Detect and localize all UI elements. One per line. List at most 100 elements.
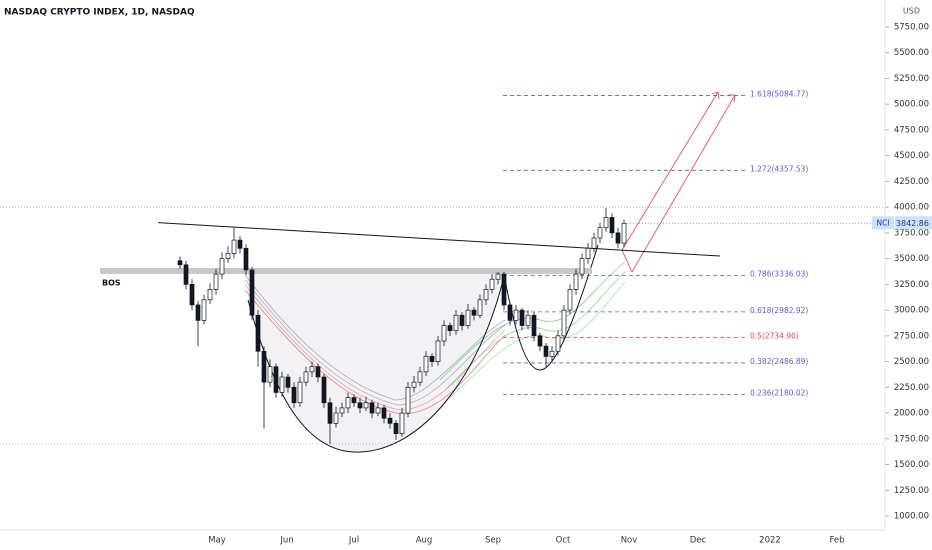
handle-curve (504, 244, 599, 371)
fib-label: 0.786(3336.03) (750, 269, 808, 278)
x-tick-label: Nov (621, 536, 638, 546)
candle-body (399, 412, 405, 434)
fib-label: 0.382(2486.89) (750, 357, 808, 366)
candle-body (513, 309, 519, 321)
price-tag (895, 216, 932, 230)
candle-body (219, 258, 225, 275)
currency-label: USD (903, 7, 920, 16)
candle-body (213, 273, 219, 290)
candle-body (609, 217, 615, 234)
x-tick-label: 2022 (759, 536, 781, 546)
y-tick-label: 3000.00 (894, 306, 929, 316)
candle-body (315, 366, 321, 378)
candle-body (411, 381, 417, 388)
fib-label: 0.618(2982.92) (750, 306, 808, 315)
candle-body (195, 304, 201, 321)
candle-body (339, 407, 345, 414)
candle-body (243, 247, 249, 271)
candle-body (561, 309, 567, 337)
ma-ribbon (244, 261, 626, 415)
y-tick-label: 1250.00 (894, 486, 929, 496)
y-tick-label: 4500.00 (894, 151, 929, 161)
candle-body (615, 232, 621, 244)
candle-body (483, 289, 489, 301)
bos-band (100, 267, 592, 274)
candle-body (333, 412, 339, 424)
candle-body (279, 376, 285, 393)
x-tick-label: May (208, 536, 226, 546)
bos-label: BOS (102, 278, 121, 287)
candle-body (201, 299, 207, 321)
x-tick-label: Feb (829, 536, 844, 546)
candle-body (267, 366, 273, 383)
candle-body (375, 407, 381, 414)
candles (177, 208, 627, 444)
candle-body (603, 217, 609, 229)
candle-body (261, 350, 267, 383)
y-tick-label: 4250.00 (894, 177, 929, 187)
x-tick-label: Dec (690, 536, 707, 546)
x-tick-label: Aug (416, 536, 433, 546)
candle-body (183, 264, 189, 285)
candle-body (309, 366, 315, 373)
y-tick-label: 3750.00 (894, 228, 929, 238)
candle-body (321, 376, 327, 404)
y-tick-label: 3500.00 (894, 254, 929, 264)
candle-body (567, 289, 573, 311)
candle-body (369, 402, 375, 414)
candle-body (501, 273, 507, 306)
y-tick-label: 2000.00 (894, 409, 929, 419)
candle-body (591, 237, 597, 249)
y-tick-label: 5250.00 (894, 74, 929, 84)
x-tick-label: Oct (556, 536, 571, 546)
candle-body (387, 417, 393, 424)
y-tick-label: 4750.00 (894, 125, 929, 135)
candle-body (177, 260, 183, 266)
candle-body (495, 273, 501, 280)
y-tick-label: 2500.00 (894, 357, 929, 367)
candle-body (291, 386, 297, 404)
candle-body (297, 381, 303, 404)
candle-body (597, 227, 603, 239)
price-label: 3842.86 (896, 219, 929, 228)
candle-body (573, 273, 579, 290)
fib-label: 0.5(2734.90) (750, 331, 799, 340)
candle-body (285, 376, 291, 388)
y-tick-label: 1500.00 (894, 460, 929, 470)
candle-body (207, 289, 213, 301)
candle-body (423, 356, 429, 373)
candle-body (531, 314, 537, 337)
candle-body (459, 314, 465, 326)
axes: 1000.00 1250.00 1500.00 1750.00 2000.00 2250.… (208, 22, 929, 545)
candle-body (357, 402, 363, 409)
candle-body (543, 345, 549, 357)
candle-body (507, 304, 513, 321)
candle-body (327, 402, 333, 424)
candle-body (231, 239, 237, 254)
candle-body (429, 356, 435, 362)
candle-body (465, 309, 471, 326)
fib-label: 1.272(4357.53) (750, 164, 808, 173)
candle-body (471, 309, 477, 316)
y-tick-label: 1750.00 (894, 434, 929, 444)
trendline (157, 222, 721, 257)
candle-body (303, 371, 309, 383)
candle-body (237, 239, 243, 249)
candle-body (585, 247, 591, 259)
candle-body (477, 299, 483, 316)
candle-body (549, 350, 555, 357)
candle-body (489, 278, 495, 290)
x-tick-label: Sep (485, 536, 501, 546)
candle-body (249, 269, 255, 316)
candle-body (345, 397, 351, 409)
candle-body (255, 314, 261, 352)
y-tick-label: 1000.00 (894, 511, 929, 521)
y-tick-label: 2750.00 (894, 331, 929, 341)
candle-body (447, 325, 453, 332)
y-tick-label: 5750.00 (894, 22, 929, 32)
candle-body (405, 386, 411, 414)
y-tick-label: 2250.00 (894, 383, 929, 393)
fib-label: 0.236(2180.02) (750, 389, 808, 398)
candle-body (393, 422, 399, 434)
